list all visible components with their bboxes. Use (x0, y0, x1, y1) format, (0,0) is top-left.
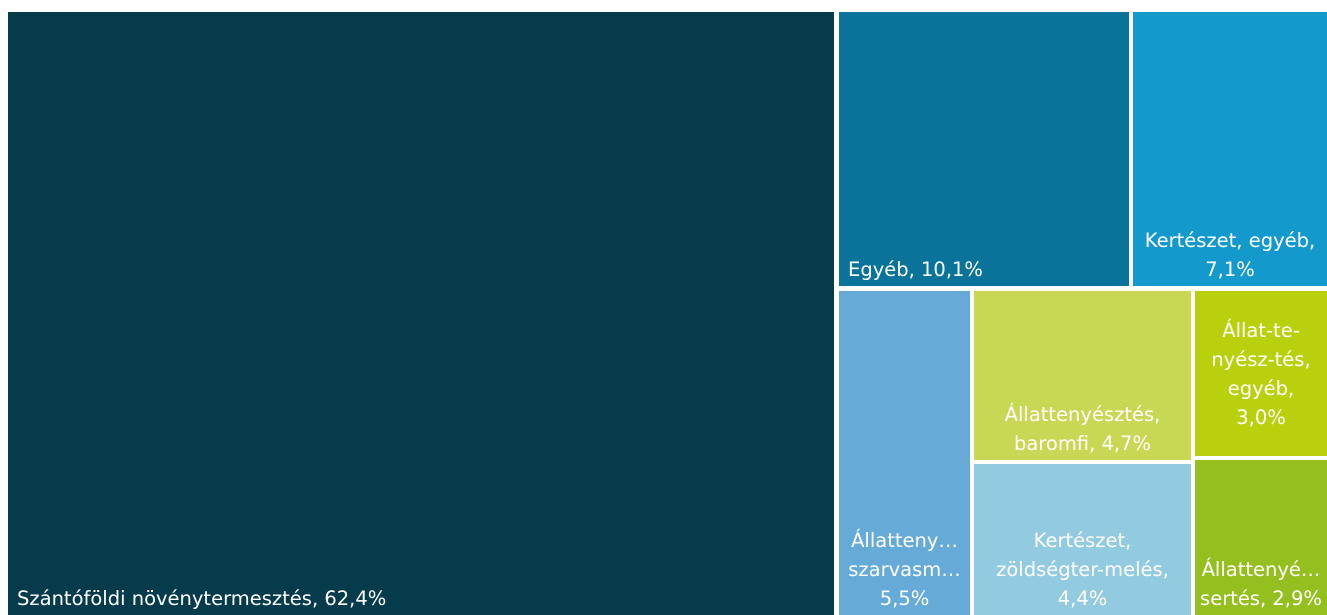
treemap-tile-label: Kertészet, egyéb, 7,1% (1144, 229, 1316, 281)
treemap-tile-label: Állattenyésztés, baromfi, 4,7% (1004, 403, 1161, 455)
treemap-tile-label: Szántóföldi növénytermesztés, 62,4% (17, 587, 387, 610)
treemap-tile-label: Kertészet, zöldségter-melés, 4,4% (996, 529, 1169, 610)
treemap-tile-label: Állattenyé… sertés, 2,9% (1200, 558, 1322, 610)
treemap-tile-allat_egyeb: Állat-te- nyész-tés, egyéb, 3,0% (1195, 291, 1327, 456)
treemap-tile-baromfi: Állattenyésztés, baromfi, 4,7% (974, 291, 1191, 460)
treemap-tile-label: Állatteny… szarvasm… 5,5% (848, 529, 961, 610)
treemap-tile-egyeb: Egyéb, 10,1% (839, 12, 1129, 286)
treemap-tile-sertes: Állattenyé… sertés, 2,9% (1195, 460, 1327, 615)
treemap-tile-szantofoldi: Szántóföldi növénytermesztés, 62,4% (8, 12, 834, 615)
treemap-tile-kerteszet_egyeb: Kertészet, egyéb, 7,1% (1133, 12, 1327, 286)
treemap-tile-label: Egyéb, 10,1% (848, 258, 983, 281)
treemap-tile-szarvasmarha: Állatteny… szarvasm… 5,5% (839, 291, 970, 615)
treemap-tile-label: Állat-te- nyész-tés, egyéb, 3,0% (1211, 318, 1311, 429)
treemap-tile-zoldseg: Kertészet, zöldségter-melés, 4,4% (974, 464, 1191, 615)
